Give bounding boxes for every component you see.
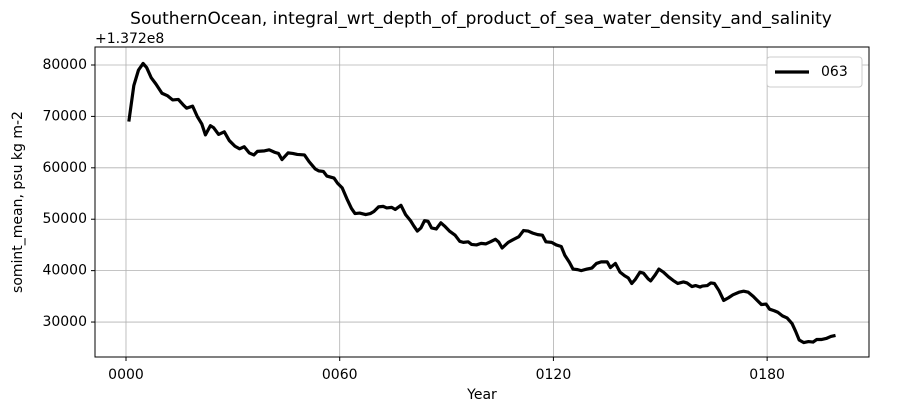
x-tick-label: 0120 [536,367,572,383]
y-tick-label: 70000 [42,108,87,124]
x-tick-label: 0180 [749,367,785,383]
y-tick-label: 30000 [42,314,87,330]
legend-box [766,56,863,88]
y-tick-label: 40000 [42,263,87,279]
plot-frame [94,46,870,358]
x-axis-label: Year [466,387,497,403]
y-axis-label: somint_mean, psu kg m-2 [10,111,26,293]
chart-title: SouthernOcean, integral_wrt_depth_of_pro… [130,9,832,29]
offset-label: +1.372e8 [95,31,164,47]
x-tick-label: 0060 [322,367,358,383]
legend-label: 063 [821,64,848,80]
y-tick-label: 80000 [42,57,87,73]
x-tick-label: 0000 [108,367,144,383]
y-tick-label: 60000 [42,160,87,176]
y-tick-label: 50000 [42,211,87,227]
data-line [127,61,836,345]
